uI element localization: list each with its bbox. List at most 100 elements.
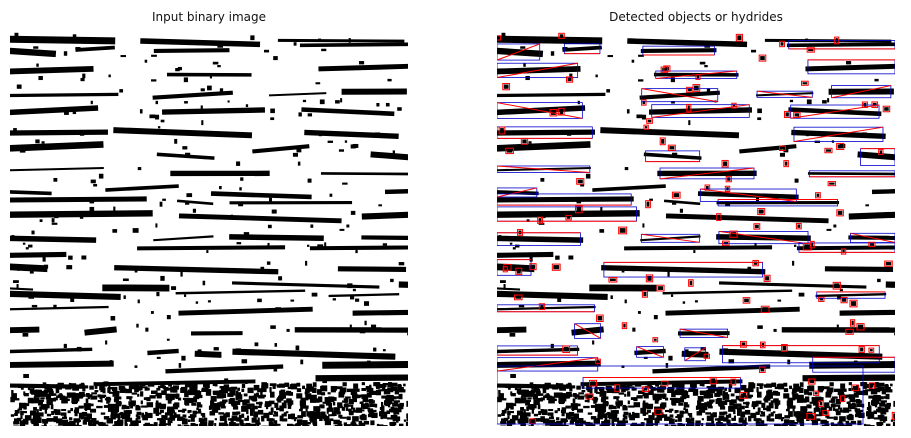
speck-bbox (783, 160, 789, 168)
speck-bbox (643, 124, 649, 130)
object-bbox (574, 323, 602, 339)
speck-bbox (614, 384, 621, 393)
object-bbox (793, 126, 884, 142)
object-fit-line (651, 104, 750, 118)
speck-bbox (781, 344, 788, 352)
speck-bbox (709, 376, 717, 385)
bottom-region-bbox (497, 365, 864, 425)
object-fit-line (497, 165, 590, 173)
speck-bbox (654, 408, 663, 415)
speck-bbox (758, 54, 767, 62)
speck-bbox (818, 400, 824, 408)
speck-bbox (549, 108, 558, 117)
speck-bbox (868, 347, 875, 353)
speck-bbox (882, 105, 891, 113)
speck-bbox (730, 378, 737, 386)
object-bbox (718, 231, 809, 245)
speck-bbox (824, 147, 833, 154)
speck-bbox (551, 263, 561, 271)
speck-bbox (558, 107, 565, 116)
speck-bbox (585, 393, 594, 400)
speck-bbox (529, 263, 537, 271)
speck-bbox (652, 337, 659, 343)
object-fit-line (684, 347, 706, 362)
object-fit-line (497, 62, 578, 79)
speck-bbox (858, 346, 865, 353)
object-bbox (636, 346, 664, 358)
speck-bbox (663, 65, 671, 72)
speck-bbox (645, 200, 651, 209)
object-fit-line (756, 90, 813, 98)
speck-bbox (834, 36, 840, 45)
speck-bbox (565, 214, 572, 221)
speck-bbox (516, 229, 524, 236)
speck-bbox (840, 248, 847, 255)
object-fit-line (497, 102, 583, 119)
speck-bbox (503, 263, 512, 271)
speck-bbox (498, 126, 506, 135)
speck-bbox (840, 395, 846, 402)
speck-bbox (806, 412, 816, 420)
speck-bbox (861, 101, 868, 108)
object-bbox (679, 328, 728, 338)
speck-bbox (868, 382, 876, 389)
speck-bbox (595, 358, 601, 365)
panel-title-detected: Detected objects or hydrides (609, 10, 783, 24)
speck-bbox (742, 297, 751, 304)
speck-bbox (671, 191, 681, 199)
object-bbox (651, 104, 750, 118)
speck-bbox (807, 378, 816, 385)
speck-bbox (686, 103, 692, 112)
speck-bbox (731, 102, 737, 109)
speck-bbox (851, 384, 860, 392)
speck-bbox (793, 111, 801, 118)
object-bbox (497, 165, 591, 173)
speck-bbox (596, 314, 604, 322)
speck-bbox (725, 175, 732, 183)
speck-bbox (537, 216, 543, 224)
object-fit-line (831, 85, 891, 99)
speck-bbox (760, 341, 766, 349)
object-bbox (659, 167, 755, 180)
speck-bbox (836, 142, 845, 150)
speck-bbox (641, 99, 647, 106)
speck-bbox (641, 386, 649, 393)
speck-bbox (735, 33, 744, 42)
speck-bbox (809, 240, 815, 249)
speck-bbox (739, 391, 748, 399)
speck-bbox (608, 276, 618, 283)
detection-image (497, 32, 895, 426)
speck-bbox (779, 145, 786, 151)
object-fit-line (850, 232, 895, 244)
speck-bbox (565, 76, 574, 83)
speck-bbox (621, 322, 628, 330)
speck-bbox (645, 274, 654, 283)
object-bbox (756, 90, 813, 98)
speck-bbox (884, 260, 893, 267)
speck-bbox (757, 208, 766, 216)
object-fit-line (718, 230, 809, 245)
speck-bbox (724, 185, 731, 192)
speck-bbox (740, 340, 747, 348)
speck-bbox (806, 47, 815, 53)
speck-bbox (891, 411, 895, 420)
object-fit-line (679, 328, 728, 338)
object-fit-line (641, 88, 718, 103)
speck-bbox (849, 299, 858, 308)
object-bbox (497, 62, 579, 78)
speck-bbox (704, 184, 711, 191)
object-fit-line (497, 187, 537, 198)
speck-bbox (656, 284, 665, 292)
speck-bbox (716, 213, 722, 221)
object-bbox (699, 188, 797, 202)
speck-bbox (576, 178, 585, 185)
object-fit-line (574, 323, 601, 339)
object-bbox (497, 357, 599, 372)
speck-bbox (868, 241, 876, 248)
speck-bbox (802, 242, 812, 251)
speck-bbox (729, 230, 738, 238)
object-fit-line (636, 346, 664, 358)
panel-title-input: Input binary image (151, 10, 267, 24)
speck-bbox (641, 290, 648, 298)
object-bbox (831, 85, 892, 99)
